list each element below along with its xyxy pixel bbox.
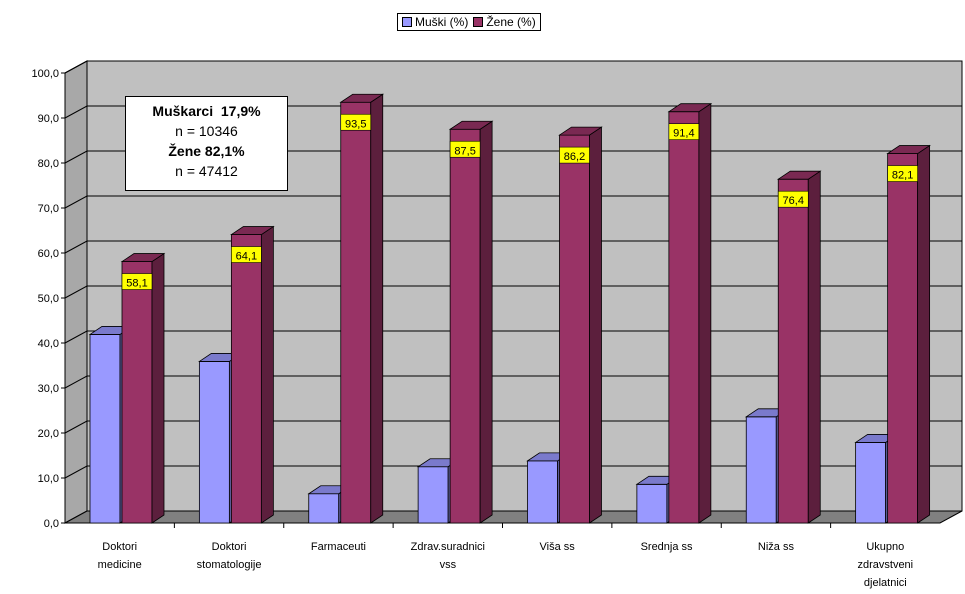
x-tick-label: Srednja ss: [641, 541, 693, 553]
legend-label-women: Žene (%): [486, 15, 536, 29]
data-label: 64,1: [236, 251, 257, 263]
x-tick-label: Doktori: [212, 541, 247, 553]
x-tick-label: stomatologije: [197, 559, 262, 571]
bar-women: [230, 225, 275, 524]
data-label-bg: [887, 165, 918, 182]
bar-women-top: [886, 145, 931, 154]
annotation-men-label: Muškarci: [152, 103, 214, 119]
legend: Muški (%) Žene (%): [397, 13, 541, 31]
data-label-bg: [449, 140, 481, 158]
bar-women-top: [558, 126, 603, 136]
bar-men-front: [89, 334, 121, 524]
x-tick-label: Niža ss: [758, 541, 795, 553]
y-tick-label: 90,0: [38, 113, 59, 125]
gridline: [64, 105, 962, 119]
data-label: 76,4: [783, 195, 804, 207]
bar-women-front: [777, 178, 809, 524]
y-tick-label: 30,0: [38, 383, 59, 395]
data-label-bg: [777, 190, 809, 208]
bar-women: [667, 102, 713, 524]
bar-women: [886, 144, 931, 524]
x-tick-label: Doktori: [102, 541, 137, 553]
data-label-bg: [559, 146, 590, 164]
bar-women-side: [151, 252, 165, 524]
bar-women-front: [230, 234, 262, 524]
y-tick-label: 50,0: [38, 293, 59, 305]
y-tick-label: 80,0: [38, 158, 59, 170]
x-tick-label: djelatnici: [864, 577, 907, 589]
bar-women: [339, 93, 385, 524]
bar-women-top: [339, 93, 385, 103]
data-label: 58,1: [126, 278, 147, 290]
bar-women-side: [260, 225, 274, 524]
data-label: 93,5: [345, 118, 366, 130]
bar-women-top: [448, 120, 494, 130]
data-label-bg: [668, 123, 700, 140]
bar-men-front: [527, 460, 558, 524]
bar-men-front: [417, 466, 449, 524]
data-label-bg: [121, 273, 153, 290]
x-tick-label: Farmaceuti: [311, 541, 366, 553]
bar-women-front: [449, 128, 481, 524]
data-label-bg: [340, 113, 372, 131]
bar-women-top: [776, 170, 822, 180]
bar-women: [448, 120, 494, 524]
annotation-men-line: Muškarci 17,9%: [126, 101, 287, 121]
bar-women-front: [340, 101, 372, 524]
x-tick-label: Viša ss: [540, 541, 576, 553]
bar-men-front: [745, 416, 777, 524]
bar-men-front: [308, 493, 340, 524]
y-tick-label: 100,0: [31, 68, 59, 80]
bar-women-side: [807, 170, 821, 524]
gridline: [64, 60, 962, 74]
bar-men-front: [855, 442, 887, 524]
y-tick-label: 40,0: [38, 338, 59, 350]
bar-women-front: [559, 134, 590, 524]
bar-women-side: [589, 126, 602, 524]
annotation-women-label: Žene 82,1%: [168, 143, 245, 159]
bar-women-top: [230, 226, 275, 235]
data-label-bg: [231, 246, 262, 263]
y-tick-label: 0,0: [44, 518, 59, 530]
data-label: 87,5: [454, 145, 475, 157]
y-tick-label: 20,0: [38, 428, 59, 440]
y-tick-label: 70,0: [38, 203, 59, 215]
x-tick-label: medicine: [98, 559, 142, 571]
bar-women-front: [887, 153, 919, 524]
bar-women-top: [120, 253, 166, 262]
bar-women-side: [479, 120, 493, 524]
annotation-men-pct: 17,9%: [220, 103, 261, 119]
y-tick-label: 10,0: [38, 473, 59, 485]
x-tick-label: vss: [440, 559, 457, 571]
bar-women: [558, 126, 603, 524]
x-tick-label: Zdrav.suradnici: [411, 541, 485, 553]
bar-men-front: [636, 483, 668, 524]
summary-annotation-box: Muškarci 17,9% n = 10346 Žene 82,1% n = …: [125, 96, 288, 191]
bar-women: [120, 252, 166, 524]
annotation-women-n: n = 47412: [175, 163, 238, 179]
y-tick-label: 60,0: [38, 248, 59, 260]
x-tick-label: Ukupno: [866, 541, 904, 553]
x-tick-label: zdravstveni: [857, 559, 913, 571]
legend-swatch-men: [402, 17, 412, 27]
data-label: 86,2: [564, 151, 585, 163]
legend-label-men: Muški (%): [415, 15, 469, 29]
bar-women-side: [370, 93, 384, 524]
legend-swatch-women: [473, 17, 484, 27]
bar-women-front: [121, 261, 153, 524]
bar-women-side: [698, 102, 712, 524]
bar-women-front: [668, 111, 700, 524]
bar-women: [776, 170, 822, 524]
bar-women-side: [917, 144, 931, 524]
bar-women-top: [667, 103, 713, 113]
data-label: 82,1: [892, 170, 913, 182]
data-label: 91,4: [673, 128, 694, 140]
annotation-men-n: n = 10346: [175, 123, 238, 139]
bar-men-front: [198, 361, 230, 524]
